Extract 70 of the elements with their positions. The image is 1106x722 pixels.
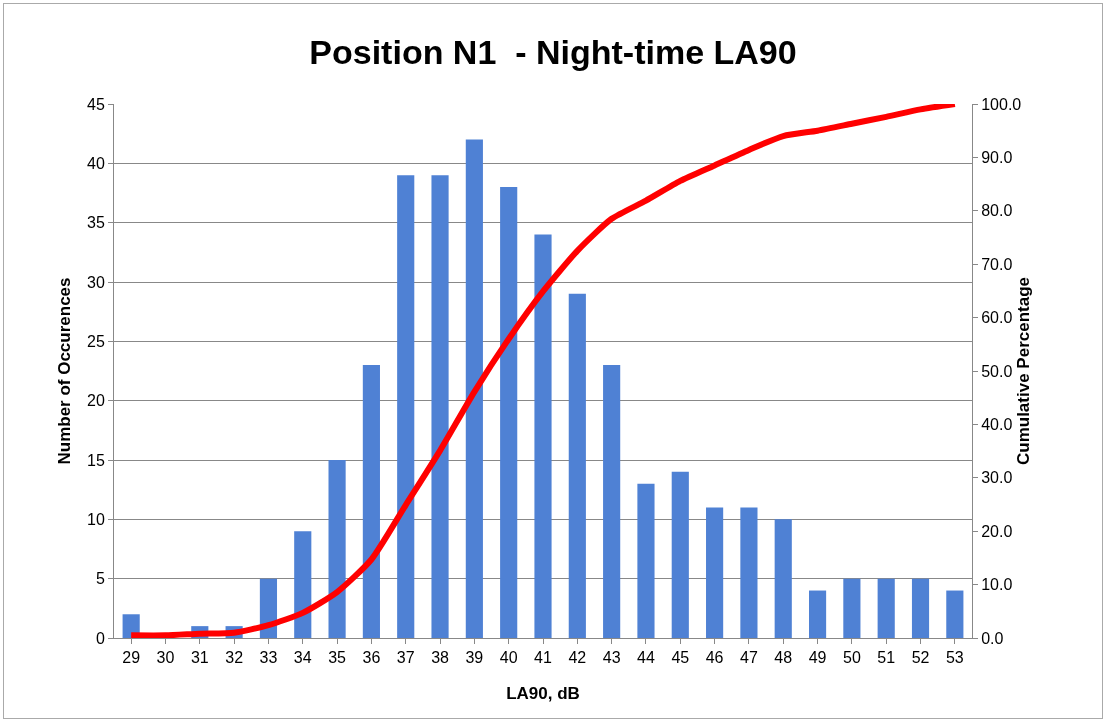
y2-tick-label: 20.0 — [981, 522, 1013, 540]
x-tick-label: 30 — [156, 649, 175, 667]
x-tick-label: 38 — [431, 649, 450, 667]
bar — [740, 507, 758, 638]
y-tick-label: 45 — [87, 95, 105, 113]
bar — [946, 590, 964, 638]
y2-tick-label: 40.0 — [981, 416, 1013, 433]
x-tick-label: 49 — [808, 649, 827, 667]
x-tick-label: 43 — [602, 649, 621, 667]
bar — [637, 483, 655, 638]
x-tick-label: 45 — [671, 649, 690, 667]
y-tick-label: 0 — [95, 629, 105, 647]
bar — [397, 175, 415, 638]
x-tick-label: 47 — [740, 649, 758, 667]
bar — [706, 507, 724, 638]
x-tick-label: 33 — [259, 649, 278, 667]
x-tick-label: 35 — [328, 649, 347, 667]
y2-tick-label: 90.0 — [981, 149, 1013, 166]
y2-tick-label: 0.0 — [981, 629, 1004, 647]
x-tick-label: 37 — [396, 649, 415, 667]
x-tick-label: 52 — [911, 649, 930, 667]
y-tick-label: 5 — [95, 570, 105, 588]
x-tick-label: 32 — [225, 649, 244, 667]
x-tick-label: 42 — [568, 649, 587, 667]
bar — [431, 175, 449, 638]
x-tick-label: 41 — [534, 649, 552, 667]
bar — [465, 139, 483, 638]
bar — [671, 471, 689, 638]
y-tick-label: 10 — [87, 510, 105, 528]
y-tick-label: 25 — [87, 332, 105, 350]
y-tick-label: 20 — [87, 392, 105, 410]
y2-tick-label: 10.0 — [981, 576, 1013, 594]
x-tick-label: 31 — [190, 649, 209, 667]
x-tick-label: 34 — [293, 649, 312, 667]
x-tick-label: 40 — [499, 649, 518, 667]
y-tick-label: 35 — [87, 214, 105, 232]
y2-axis-title: Cumulative Percentage — [1014, 276, 1034, 466]
x-tick-label: 53 — [945, 649, 964, 667]
x-tick-label: 44 — [637, 649, 655, 667]
bar — [534, 234, 552, 638]
y-axis-title: Number of Occurences — [55, 277, 74, 465]
y-tick-label: 15 — [87, 451, 105, 469]
bar — [911, 578, 930, 638]
y2-tick-label: 100.0 — [981, 95, 1022, 113]
bar — [774, 519, 792, 638]
bar — [843, 578, 861, 638]
x-tick-label: 51 — [877, 649, 896, 667]
bar — [500, 187, 518, 638]
x-axis-title: LA90, dB — [506, 684, 580, 703]
y-tick-label: 30 — [87, 273, 105, 291]
y2-tick-label: 30.0 — [981, 469, 1013, 487]
y-tick-label: 40 — [87, 154, 105, 172]
chart-title: Position N1 - Night-time LA90 — [309, 32, 797, 71]
y2-tick-label: 80.0 — [981, 202, 1013, 220]
bar — [568, 293, 586, 638]
y2-tick-label: 60.0 — [981, 309, 1013, 327]
bar — [808, 590, 827, 638]
x-tick-label: 50 — [842, 649, 861, 667]
bar — [294, 531, 312, 638]
x-tick-label: 39 — [465, 649, 484, 667]
x-tick-label: 46 — [705, 649, 724, 667]
bar — [328, 460, 346, 638]
x-tick-label: 48 — [774, 649, 793, 667]
y2-tick-label: 70.0 — [981, 255, 1013, 273]
y2-tick-label: 50.0 — [981, 362, 1013, 380]
bar — [877, 578, 895, 638]
bar — [603, 365, 621, 638]
bar — [362, 365, 380, 638]
x-tick-label: 29 — [122, 649, 141, 667]
x-tick-label: 36 — [362, 649, 381, 667]
